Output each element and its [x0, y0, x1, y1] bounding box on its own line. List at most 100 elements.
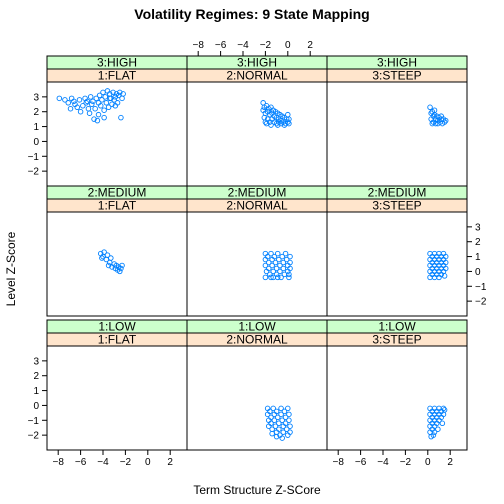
y-axis-label: Level Z-Score — [4, 231, 18, 306]
y-tick-label: −2 — [28, 431, 40, 442]
strip-level-label: 3:HIGH — [97, 56, 137, 70]
data-point — [102, 115, 107, 120]
x-tick-label: −2 — [260, 40, 272, 51]
strip-shape-label: 2:NORMAL — [226, 69, 288, 83]
data-point — [287, 412, 292, 417]
y-tick-label: −1 — [28, 416, 40, 427]
strip-level-label: 3:HIGH — [237, 56, 277, 70]
x-tick-label: −8 — [52, 457, 64, 468]
data-point — [93, 106, 98, 111]
panel-grid: 3:HIGH1:FLAT3:HIGH2:NORMAL3:HIGH3:STEEP2… — [28, 40, 487, 468]
x-tick-label: 0 — [425, 457, 431, 468]
y-tick-label: 1 — [33, 386, 39, 397]
data-point — [286, 112, 291, 117]
y-tick-label: −1 — [28, 152, 40, 163]
data-point — [120, 96, 125, 101]
x-tick-label: 2 — [447, 457, 453, 468]
x-tick-label: 2 — [167, 457, 173, 468]
x-axis-label: Term Structure Z-SCore — [193, 483, 321, 497]
strip-level-label: 1:LOW — [98, 320, 136, 334]
data-point — [87, 111, 92, 116]
y-tick-label: −1 — [475, 282, 487, 293]
y-tick-label: 0 — [33, 401, 39, 412]
y-tick-label: 0 — [475, 267, 481, 278]
data-point — [269, 123, 274, 128]
strip-level-label: 3:HIGH — [377, 56, 417, 70]
x-tick-label: −6 — [215, 40, 227, 51]
x-tick-label: −4 — [237, 40, 249, 51]
data-point — [68, 106, 73, 111]
data-point — [104, 101, 109, 106]
panel-frame — [47, 346, 187, 450]
data-point — [119, 115, 124, 120]
data-point — [287, 272, 292, 277]
y-tick-label: 0 — [33, 137, 39, 148]
panel-frame — [47, 212, 187, 316]
panel-1-low-2-normal: 1:LOW2:NORMAL — [187, 320, 327, 451]
x-tick-label: −6 — [75, 457, 87, 468]
y-tick-label: 1 — [475, 252, 481, 263]
strip-level-label: 2:MEDIUM — [88, 186, 147, 200]
data-point — [103, 95, 108, 100]
y-tick-label: −2 — [475, 297, 487, 308]
y-axes: −2 −1 0 1 2 3 −2 −1 0 1 2 3 −2 −1 0 1 2 3 — [28, 92, 487, 441]
strip-shape-label: 2:NORMAL — [226, 333, 288, 347]
strip-level-label: 2:MEDIUM — [228, 186, 287, 200]
strip-shape-label: 1:FLAT — [98, 199, 137, 213]
y-tick-label: 2 — [475, 237, 481, 248]
data-point — [287, 418, 292, 423]
x-tick-label: 0 — [145, 457, 151, 468]
data-point — [66, 101, 71, 106]
data-point — [90, 102, 95, 107]
y-tick-label: 3 — [475, 222, 481, 233]
data-point — [96, 112, 101, 117]
x-tick-label: −4 — [97, 457, 109, 468]
y-tick-label: 1 — [33, 122, 39, 133]
panel-frame — [327, 212, 467, 316]
data-point — [101, 90, 106, 95]
data-point — [275, 275, 280, 280]
panel-frame — [187, 346, 327, 450]
strip-level-label: 1:LOW — [378, 320, 416, 334]
data-point — [77, 98, 82, 103]
panel-2-medium-3-steep: 2:MEDIUM3:STEEP — [327, 186, 467, 317]
data-point — [288, 254, 293, 259]
y-tick-label: 3 — [33, 356, 39, 367]
panel-2-medium-1-flat: 2:MEDIUM1:FLAT — [47, 186, 187, 317]
data-point — [436, 427, 441, 432]
strip-shape-label: 3:STEEP — [372, 199, 421, 213]
strip-level-label: 2:MEDIUM — [368, 186, 427, 200]
x-tick-label: −8 — [192, 40, 204, 51]
panel-3-high-1-flat: 3:HIGH1:FLAT — [47, 56, 187, 187]
data-point — [78, 109, 83, 114]
strip-level-label: 1:LOW — [238, 320, 276, 334]
data-point — [286, 406, 291, 411]
chart-title: Volatility Regimes: 9 State Mapping — [134, 6, 369, 22]
x-axes: −8 −6 −4 −2 0 2−8 −6 −4 −2 0 2 −8 −6 −4 −2 0 2 — [52, 40, 453, 468]
panel-frame — [187, 212, 327, 316]
data-point — [275, 251, 280, 256]
panel-frame — [187, 82, 327, 186]
y-tick-label: 2 — [33, 107, 39, 118]
data-point — [263, 275, 268, 280]
panel-frame — [327, 82, 467, 186]
data-point — [102, 108, 107, 113]
x-tick-label: 2 — [307, 40, 313, 51]
data-point — [107, 260, 112, 265]
data-point — [270, 431, 275, 436]
x-tick-label: −6 — [355, 457, 367, 468]
y-tick-label: 3 — [33, 92, 39, 103]
data-point — [288, 424, 293, 429]
data-point — [283, 251, 288, 256]
y-tick-label: 2 — [33, 371, 39, 382]
panel-frame — [327, 346, 467, 450]
panel-3-high-3-steep: 3:HIGH3:STEEP — [327, 56, 467, 187]
y-tick-label: −2 — [28, 167, 40, 178]
data-point — [428, 105, 433, 110]
strip-shape-label: 3:STEEP — [372, 69, 421, 83]
x-tick-label: −4 — [377, 457, 389, 468]
panel-3-high-2-normal: 3:HIGH2:NORMAL — [187, 56, 327, 187]
